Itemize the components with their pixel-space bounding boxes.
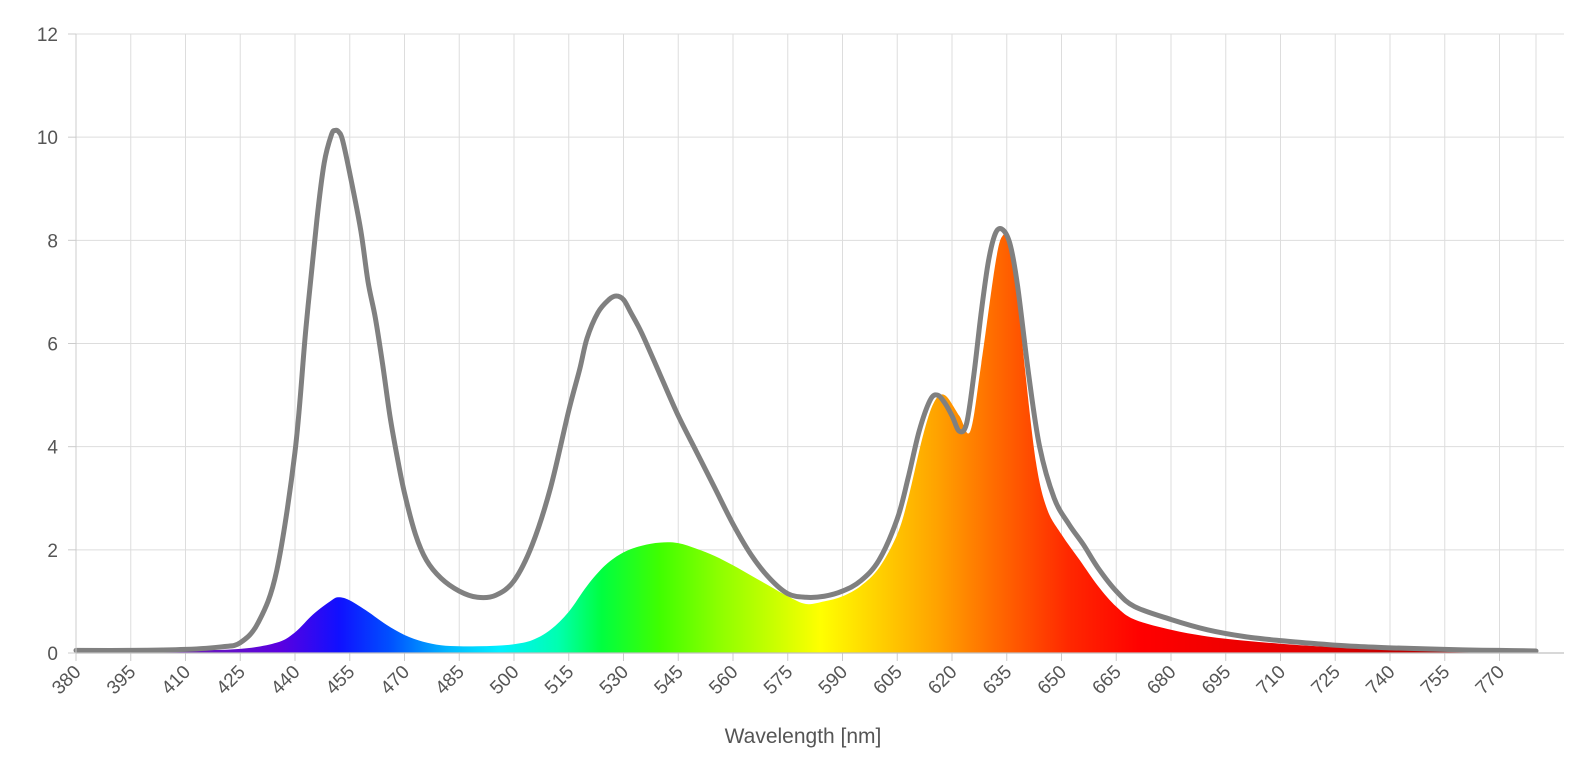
- x-tick-label: 725: [1308, 662, 1345, 699]
- y-tick-label: 8: [47, 231, 58, 252]
- x-tick-label: 680: [1143, 662, 1180, 699]
- grid-layer: [76, 33, 1564, 653]
- y-tick-label: 6: [47, 335, 58, 356]
- x-tick-label: 650: [1034, 662, 1071, 699]
- x-tick-label: 545: [651, 662, 688, 699]
- x-tick-label: 485: [432, 662, 469, 699]
- x-tick-label: 455: [322, 662, 359, 699]
- y-tick-label: 12: [37, 25, 58, 46]
- x-tick-label: 425: [213, 662, 250, 699]
- axis-layer: [68, 33, 1564, 661]
- x-tick-label: 500: [486, 662, 523, 699]
- x-tick-label: 665: [1089, 662, 1126, 699]
- x-tick-label: 755: [1417, 662, 1454, 699]
- x-tick-label: 515: [541, 662, 578, 699]
- x-tick-label: 410: [158, 662, 195, 699]
- x-tick-label: 395: [103, 662, 140, 699]
- y-tick-label: 2: [47, 541, 58, 562]
- x-tick-label: 770: [1472, 662, 1509, 699]
- x-tick-label: 740: [1362, 662, 1399, 699]
- x-tick-label: 560: [705, 662, 742, 699]
- x-tick-label: 605: [870, 662, 907, 699]
- x-tick-label: 710: [1253, 662, 1290, 699]
- x-tick-label: 530: [596, 662, 633, 699]
- x-axis-title: Wavelength [nm]: [725, 725, 882, 748]
- y-tick-label: 4: [47, 438, 58, 459]
- x-tick-label: 635: [979, 662, 1016, 699]
- total-curve-line: [73, 127, 1539, 654]
- x-tick-label: 620: [924, 662, 961, 699]
- x-tick-label: 470: [377, 662, 414, 699]
- x-tick-label: 590: [815, 662, 852, 699]
- x-tick-label: 380: [48, 662, 85, 699]
- x-tick-label: 440: [267, 662, 304, 699]
- y-tick-label: 10: [37, 128, 58, 149]
- y-tick-label: 0: [47, 644, 58, 665]
- x-tick-label: 695: [1198, 662, 1235, 699]
- x-tick-label: 575: [760, 662, 797, 699]
- total-curve-layer: [73, 127, 1539, 654]
